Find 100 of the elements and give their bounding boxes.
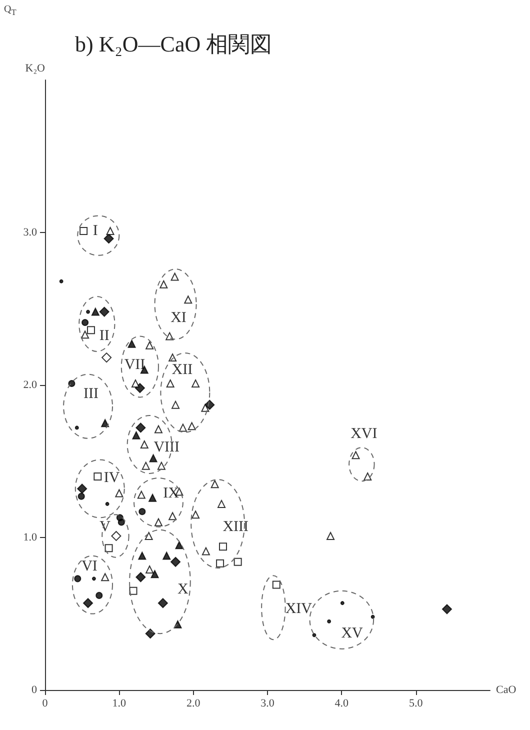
point xyxy=(129,586,138,595)
point xyxy=(106,226,114,235)
annotation: XIV xyxy=(285,601,312,618)
point xyxy=(150,570,159,578)
annotation: IV xyxy=(104,470,120,486)
point xyxy=(101,573,110,582)
text: Q$_{T}$ xyxy=(4,4,16,17)
point xyxy=(104,544,113,552)
point xyxy=(160,280,168,288)
point xyxy=(166,379,174,388)
point xyxy=(149,454,158,462)
point xyxy=(170,556,181,567)
point xyxy=(146,341,154,350)
point xyxy=(201,404,210,412)
x-tick-label: 4.0 xyxy=(334,698,350,710)
point xyxy=(68,380,76,387)
point xyxy=(175,541,184,550)
x-tick-label: 0 xyxy=(42,698,48,710)
point xyxy=(178,424,187,432)
point xyxy=(144,532,153,540)
point xyxy=(91,308,100,316)
annotation: XI xyxy=(170,310,186,326)
point xyxy=(340,601,344,606)
point xyxy=(312,633,316,638)
x-axis-title: CaO xyxy=(496,684,516,696)
point xyxy=(111,530,122,541)
point xyxy=(102,352,112,363)
chart-title: b) K₂O—CaO 相関図 xyxy=(75,32,272,56)
point xyxy=(92,576,96,581)
point xyxy=(131,379,140,388)
point xyxy=(327,619,332,624)
annotation: XIII xyxy=(222,518,249,535)
point xyxy=(192,510,200,519)
point xyxy=(78,492,85,500)
point xyxy=(162,552,171,560)
point xyxy=(219,542,227,551)
point xyxy=(154,518,162,526)
point xyxy=(104,234,114,244)
point xyxy=(138,552,146,560)
y-tick-label: 2.0 xyxy=(23,379,38,391)
point xyxy=(136,572,146,582)
point xyxy=(115,489,124,498)
x-tick-label: 3.0 xyxy=(260,698,275,710)
point xyxy=(148,494,157,502)
point xyxy=(86,310,90,314)
point xyxy=(364,472,372,480)
point xyxy=(136,422,146,433)
point xyxy=(138,508,146,516)
annotation: IX xyxy=(163,485,180,502)
point xyxy=(86,326,95,334)
y-tick-label: 1.0 xyxy=(23,532,38,544)
point xyxy=(234,558,242,566)
y-axis-title: K₂O xyxy=(25,62,46,74)
point xyxy=(157,462,166,470)
point xyxy=(326,532,335,540)
annotation: XVI xyxy=(350,426,378,442)
point xyxy=(137,490,146,499)
x-tick-label: 2.0 xyxy=(186,698,201,710)
annotation: I xyxy=(92,222,98,239)
annotation: II xyxy=(99,328,110,344)
x-tick-label: 5.0 xyxy=(408,698,424,710)
annotation: III xyxy=(83,386,98,402)
point xyxy=(128,340,136,348)
point xyxy=(81,330,90,339)
point xyxy=(184,296,192,304)
point xyxy=(216,559,224,568)
point xyxy=(83,598,94,608)
annotation: XV xyxy=(341,626,364,642)
point xyxy=(140,440,148,448)
point xyxy=(99,306,110,317)
x-tick-label: 1.0 xyxy=(112,698,127,710)
point xyxy=(80,226,88,235)
annotation: VIII xyxy=(154,440,180,456)
annotation: X xyxy=(178,581,189,598)
point xyxy=(94,472,102,480)
point xyxy=(168,512,177,520)
y-tick-label: 3.0 xyxy=(23,226,38,238)
point xyxy=(188,422,196,430)
y-tick-label: 0 xyxy=(32,684,38,696)
point xyxy=(442,604,452,614)
point xyxy=(116,514,124,522)
annotation: XII xyxy=(172,362,193,378)
point xyxy=(158,598,168,608)
annotation: VI xyxy=(82,558,98,574)
point xyxy=(146,566,154,574)
point xyxy=(154,425,162,434)
point xyxy=(172,400,180,409)
point xyxy=(101,419,110,428)
point xyxy=(105,502,110,506)
point xyxy=(82,318,89,326)
point xyxy=(272,580,280,589)
point xyxy=(192,379,200,388)
point xyxy=(96,592,103,599)
point xyxy=(370,614,375,619)
point xyxy=(170,272,179,281)
point xyxy=(352,451,360,460)
point xyxy=(74,575,82,582)
point xyxy=(59,279,64,284)
point xyxy=(210,480,219,488)
point xyxy=(74,426,79,430)
